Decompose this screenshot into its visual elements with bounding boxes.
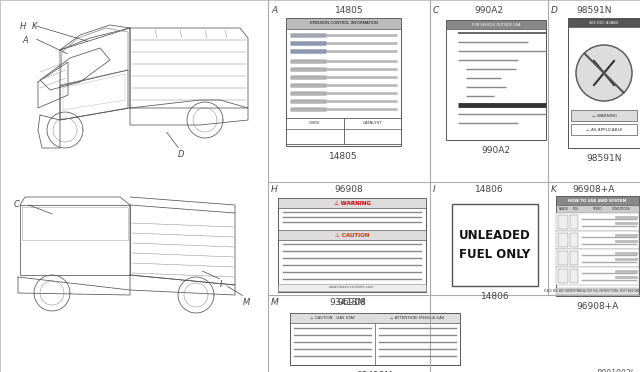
- Text: 98591N: 98591N: [576, 6, 612, 15]
- Bar: [556, 196, 639, 205]
- Text: ⚠ CAUTION   GAS STAY: ⚠ CAUTION GAS STAY: [310, 316, 355, 320]
- Text: C: C: [14, 200, 20, 209]
- Text: 96908+A: 96908+A: [576, 302, 619, 311]
- Text: I: I: [220, 280, 223, 289]
- Text: EMISSION CONTROL INFORMATION: EMISSION CONTROL INFORMATION: [310, 22, 378, 26]
- Bar: [278, 284, 426, 291]
- Text: 96908: 96908: [338, 298, 366, 307]
- Bar: [278, 198, 426, 292]
- Text: K: K: [32, 22, 38, 31]
- Text: H: H: [20, 22, 26, 31]
- Text: M: M: [243, 298, 250, 307]
- Text: 93413M: 93413M: [330, 298, 366, 307]
- Text: 990A2: 990A2: [474, 6, 504, 15]
- Text: 14805: 14805: [329, 152, 358, 161]
- Bar: [556, 249, 639, 267]
- Text: K: K: [551, 185, 557, 194]
- Text: 96908: 96908: [335, 185, 364, 194]
- Text: PLACE SEE 4WD OWNER MANUAL FOR FULL INSTRUCTIONS, SHIFT 4WD ONLY WHEN...: PLACE SEE 4WD OWNER MANUAL FOR FULL INST…: [544, 289, 640, 294]
- Bar: [286, 118, 401, 144]
- Bar: [570, 269, 578, 283]
- Text: C: C: [433, 6, 439, 15]
- Bar: [571, 110, 637, 121]
- Text: SEE DOC A3ANG: SEE DOC A3ANG: [589, 20, 619, 25]
- Bar: [556, 231, 639, 249]
- Text: RANGE: RANGE: [559, 207, 569, 211]
- Bar: [286, 18, 401, 29]
- Circle shape: [576, 45, 632, 101]
- Text: 93413M: 93413M: [357, 371, 393, 372]
- Text: D: D: [178, 150, 184, 159]
- Text: I: I: [433, 185, 436, 194]
- Bar: [278, 198, 426, 208]
- Text: FOR VEHICLE OUTSIDE USA: FOR VEHICLE OUTSIDE USA: [472, 22, 520, 26]
- Text: ⚠ WARNING: ⚠ WARNING: [591, 113, 616, 118]
- Bar: [556, 213, 639, 231]
- Bar: [290, 313, 460, 365]
- Bar: [568, 18, 640, 148]
- Text: CATALYST: CATALYST: [362, 121, 382, 125]
- Bar: [570, 251, 578, 265]
- Text: 14806: 14806: [481, 292, 509, 301]
- Bar: [558, 269, 568, 283]
- Bar: [570, 215, 578, 229]
- Text: ⚠ AS APPLICABLE: ⚠ AS APPLICABLE: [586, 128, 622, 131]
- Bar: [556, 267, 639, 285]
- Bar: [452, 204, 538, 286]
- Bar: [556, 196, 639, 296]
- Bar: [558, 233, 568, 247]
- Text: M: M: [271, 298, 279, 307]
- Bar: [278, 230, 426, 240]
- Text: D: D: [551, 6, 558, 15]
- Text: 14806: 14806: [475, 185, 503, 194]
- Text: R991002L: R991002L: [597, 369, 636, 372]
- Text: 98591N: 98591N: [586, 154, 621, 163]
- Bar: [571, 124, 637, 135]
- Text: A: A: [22, 36, 28, 45]
- Bar: [570, 233, 578, 247]
- Text: www.nissan-techinfo.com: www.nissan-techinfo.com: [329, 285, 375, 289]
- Bar: [446, 20, 546, 29]
- Text: 990A2: 990A2: [481, 146, 511, 155]
- Bar: [286, 18, 401, 146]
- Text: UNLEADED
FUEL ONLY: UNLEADED FUEL ONLY: [459, 229, 531, 261]
- Text: ⚠ WARNING: ⚠ WARNING: [333, 201, 371, 205]
- Bar: [558, 215, 568, 229]
- Text: POS.: POS.: [573, 207, 579, 211]
- Text: OBDII: OBDII: [309, 121, 321, 125]
- Text: HOW TO USE 4WD SYSTEM: HOW TO USE 4WD SYSTEM: [568, 199, 627, 202]
- Text: 96908+A: 96908+A: [573, 185, 615, 194]
- Bar: [446, 20, 546, 140]
- Bar: [556, 205, 639, 213]
- Bar: [290, 313, 460, 323]
- Text: SPEED: SPEED: [593, 207, 603, 211]
- Bar: [556, 288, 639, 295]
- Text: H: H: [271, 185, 278, 194]
- Text: ⚠ ATTENTION: MENG.A GAS: ⚠ ATTENTION: MENG.A GAS: [390, 316, 445, 320]
- Text: A: A: [271, 6, 277, 15]
- Bar: [568, 18, 640, 27]
- Text: 14805: 14805: [335, 6, 364, 15]
- Text: CONDITIONS: CONDITIONS: [612, 207, 630, 211]
- Text: ⚠ CAUTION: ⚠ CAUTION: [335, 232, 369, 237]
- Bar: [558, 251, 568, 265]
